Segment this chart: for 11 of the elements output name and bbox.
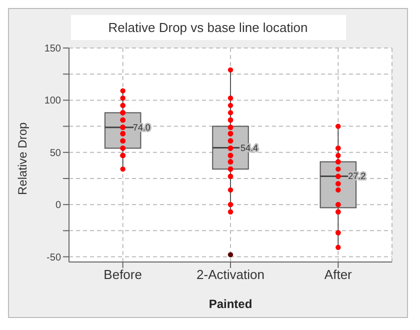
y-tick-label: 50 <box>50 148 62 159</box>
y-tick-label: 150 <box>44 44 62 55</box>
y-tick-label: -50 <box>46 252 62 264</box>
x-tick-label: 2-Activation <box>196 267 264 282</box>
x-axis-title: Painted <box>208 297 252 311</box>
x-tick-label: After <box>324 267 353 282</box>
y-axis-title: Relative Drop <box>15 122 30 195</box>
y-tick-label: 0 <box>55 200 62 212</box>
chart-title: Relative Drop vs base line location <box>70 15 346 40</box>
y-tick-label: 100 <box>44 96 62 107</box>
x-tick-label: Before <box>104 267 142 282</box>
